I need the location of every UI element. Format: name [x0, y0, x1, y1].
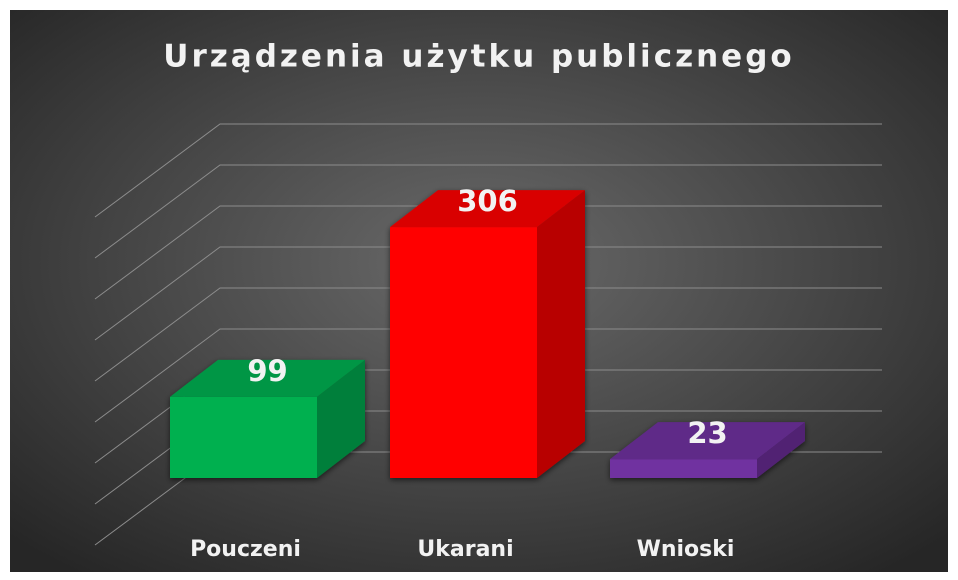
bars: 99 Pouczeni 306 Ukarani 23 Wnioski	[170, 184, 805, 562]
grid-line	[94, 123, 882, 218]
bar-front	[390, 227, 537, 478]
bar-front	[610, 459, 757, 478]
bar	[390, 190, 585, 478]
grid-line	[94, 328, 882, 423]
grid-line	[94, 164, 882, 259]
bar-side	[317, 359, 365, 478]
x-tick-label: Wnioski	[637, 537, 735, 562]
data-label: 306	[457, 184, 518, 218]
data-label: 23	[687, 416, 727, 450]
bar-front	[170, 396, 317, 478]
bar-top	[390, 190, 585, 228]
data-label: 99	[247, 354, 287, 388]
bar	[610, 422, 805, 478]
bar	[170, 359, 365, 478]
grid-line	[94, 287, 882, 382]
grid-line	[94, 246, 882, 341]
bar-top	[170, 359, 365, 397]
grid-line	[94, 205, 882, 300]
bar-side	[537, 190, 585, 478]
x-tick-label: Pouczeni	[190, 537, 301, 562]
bar-side	[757, 422, 805, 478]
bar-top	[610, 422, 805, 460]
x-tick-label: Ukarani	[417, 537, 513, 562]
chart-title: Urządzenia użytku publicznego	[163, 39, 794, 75]
